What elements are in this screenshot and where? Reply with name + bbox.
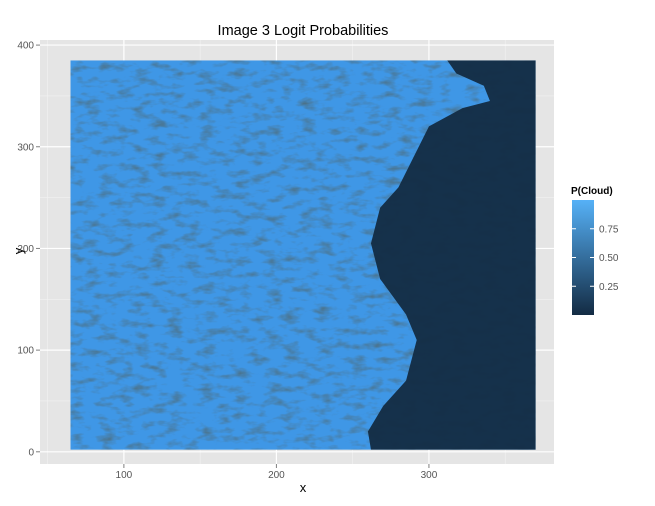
chart-title: Image 3 Logit Probabilities: [218, 23, 389, 39]
legend: P(Cloud) 0.25 0.50 0.75: [571, 186, 619, 315]
heatmap-clear-sky-region: [367, 60, 536, 450]
legend-title: P(Cloud): [571, 186, 613, 197]
x-axis-title: x: [300, 480, 307, 495]
legend-ticks: 0.25 0.50 0.75: [572, 224, 619, 293]
y-tick-label: 200: [17, 244, 34, 255]
y-tick-label: 400: [17, 41, 34, 52]
y-tick-label: 100: [17, 346, 34, 357]
legend-label: 0.50: [599, 253, 619, 264]
x-tick-label: 200: [268, 470, 285, 481]
legend-label: 0.75: [599, 224, 619, 235]
legend-colorbar: [572, 200, 594, 315]
y-axis-title: y: [11, 247, 26, 254]
legend-label: 0.25: [599, 282, 619, 293]
y-tick-label: 0: [28, 447, 34, 458]
y-axis: 0 100 200 300 400: [17, 41, 40, 458]
x-tick-label: 300: [421, 470, 438, 481]
x-tick-label: 100: [116, 470, 133, 481]
heatmap-raster: [70, 60, 536, 450]
x-axis: 100 200 300: [116, 464, 438, 481]
y-tick-label: 300: [17, 142, 34, 153]
